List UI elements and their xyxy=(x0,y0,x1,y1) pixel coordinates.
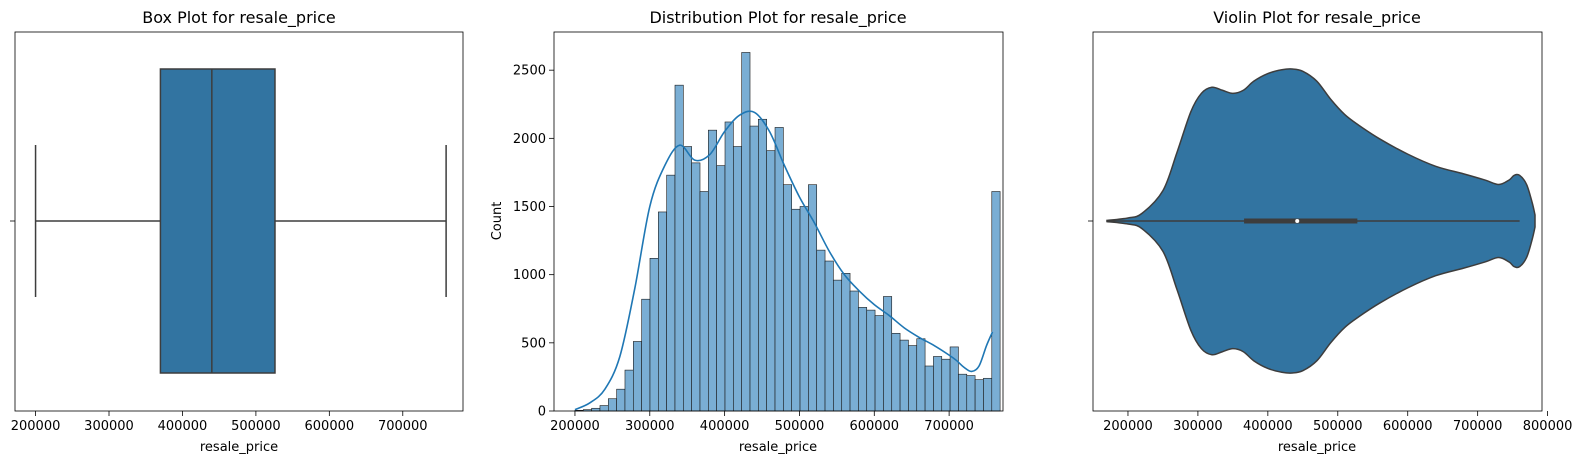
histogram-axes: 0 500 1000 1500 2000 2500 200000 300000 400000 50… xyxy=(513,64,974,434)
histogram-area xyxy=(574,52,1001,412)
histogram-bar xyxy=(649,258,659,412)
histogram-bar xyxy=(916,338,926,412)
histogram-bar xyxy=(891,332,901,412)
histogram-panel: Distribution Plot for resale_price 0 500 1… xyxy=(490,8,1004,455)
histogram-bar xyxy=(941,358,951,412)
violin-plot-x-axis: 200000 300000 400000 500000 600000 700000 8000… xyxy=(1088,220,1573,434)
histogram-bar xyxy=(783,184,793,412)
histogram-bar xyxy=(858,307,868,412)
histogram-bar xyxy=(616,388,626,412)
histogram-bar xyxy=(983,377,993,412)
histogram-bar xyxy=(908,345,918,412)
histogram-bar xyxy=(599,405,609,412)
box-plot-x-tick-label: 300000 xyxy=(84,419,134,434)
histogram-bar xyxy=(683,146,692,412)
histogram-bar xyxy=(816,249,826,412)
box-plot-title: Box Plot for resale_price xyxy=(142,8,335,28)
histogram-bar xyxy=(724,121,734,412)
histogram-bar xyxy=(607,398,617,412)
histogram-x-tick-label: 700000 xyxy=(924,419,974,434)
histogram-bar xyxy=(791,208,801,412)
box-iqr xyxy=(159,68,276,374)
histogram-bar xyxy=(624,369,634,412)
box-plot-x-tick-label: 400000 xyxy=(158,419,208,434)
box-plot-frame xyxy=(14,31,464,412)
histogram-bar xyxy=(716,165,726,412)
box-plot-x-tick-label: 700000 xyxy=(378,419,428,434)
violin-plot-x-tick-label: 300000 xyxy=(1173,419,1223,434)
histogram-bar xyxy=(741,52,751,412)
violin-plot-panel: Violin Plot for resale_price 200000 30000… xyxy=(1088,8,1572,455)
violin-plot-x-tick-label: 500000 xyxy=(1313,419,1363,434)
histogram-bar xyxy=(924,365,934,412)
histogram-bar xyxy=(774,127,784,412)
histogram-y-tick-label: 0 xyxy=(538,405,546,420)
violin-plot-area xyxy=(1106,68,1536,374)
histogram-bar xyxy=(833,279,843,412)
histogram-frame xyxy=(553,31,1004,412)
histogram-bar xyxy=(841,273,851,412)
histogram-bar xyxy=(966,375,976,412)
violin-plot-x-tick-label: 700000 xyxy=(1453,419,1503,434)
histogram-bar xyxy=(799,206,809,412)
violin-plot-x-tick-label: 400000 xyxy=(1243,419,1293,434)
histogram-bar xyxy=(866,309,876,412)
kde-line xyxy=(574,110,994,411)
histogram-bar xyxy=(933,356,943,412)
box-plot-x-tick-label: 600000 xyxy=(305,419,355,434)
histogram-bar xyxy=(974,379,984,412)
violin-plot-frame xyxy=(1092,31,1543,412)
histogram-bar xyxy=(658,211,667,412)
histogram-x-tick-label: 200000 xyxy=(550,419,600,434)
histogram-x-tick-label: 400000 xyxy=(700,419,750,434)
histogram-x-tick-label: 300000 xyxy=(625,419,675,434)
histogram-bar xyxy=(733,146,742,412)
box-plot-x-tick-label: 200000 xyxy=(11,419,61,434)
histogram-bar xyxy=(899,339,909,412)
box-plot-x-label: resale_price xyxy=(200,440,278,455)
box-plot-x-tick-label: 500000 xyxy=(231,419,281,434)
histogram-bar xyxy=(591,407,601,412)
histogram-y-tick-label: 1500 xyxy=(513,200,546,215)
histogram-bar xyxy=(674,84,684,412)
box-plot-panel: Box Plot for resale_price 200000 300000 40… xyxy=(10,8,464,455)
histogram-bar xyxy=(849,290,859,412)
histogram-bar xyxy=(991,191,1001,412)
histogram-y-tick-label: 1000 xyxy=(513,268,546,283)
violin-plot-x-tick-label: 600000 xyxy=(1383,419,1433,434)
violin-median-dot xyxy=(1295,219,1300,223)
histogram-y-tick-label: 500 xyxy=(521,336,546,351)
histogram-x-tick-label: 600000 xyxy=(849,419,899,434)
histogram-bar xyxy=(874,315,884,412)
violin-plot-title: Violin Plot for resale_price xyxy=(1213,8,1421,28)
histogram-x-label: resale_price xyxy=(739,440,817,455)
histogram-title: Distribution Plot for resale_price xyxy=(649,8,906,28)
histogram-y-tick-label: 2000 xyxy=(513,132,546,147)
histogram-y-label: Count xyxy=(490,202,505,241)
histogram-bar xyxy=(691,162,701,412)
box-plot-x-axis: 200000 300000 400000 500000 600000 700000 xyxy=(10,220,428,434)
histogram-bar xyxy=(749,125,759,412)
violin-plot-x-tick-label: 800000 xyxy=(1523,419,1573,434)
histogram-x-tick-label: 500000 xyxy=(775,419,825,434)
histogram-bar xyxy=(699,191,709,412)
histogram-bar xyxy=(641,298,651,412)
violin-plot-x-tick-label: 200000 xyxy=(1103,419,1153,434)
histogram-bar xyxy=(758,118,767,412)
histogram-bar xyxy=(666,174,676,412)
histogram-y-tick-label: 2500 xyxy=(513,64,546,79)
histogram-bar xyxy=(824,260,834,412)
histogram-bar xyxy=(708,129,717,412)
box-plot-area xyxy=(34,68,447,374)
histogram-bar xyxy=(766,150,776,412)
violin-iqr-box xyxy=(1244,218,1358,224)
violin-plot-x-label: resale_price xyxy=(1278,440,1356,455)
histogram-bar xyxy=(958,373,968,412)
histogram-bar xyxy=(633,341,642,412)
